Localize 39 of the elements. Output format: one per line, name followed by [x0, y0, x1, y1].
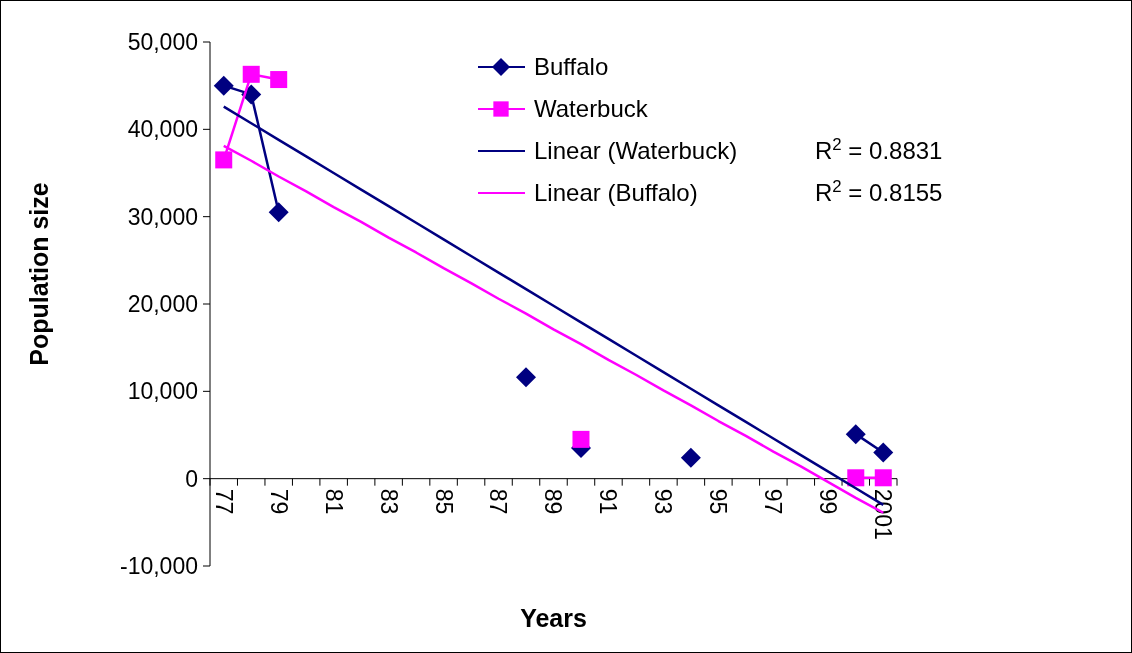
point	[242, 65, 260, 83]
x-tick-label: 87	[485, 488, 512, 515]
point	[270, 71, 288, 89]
x-tick-label: 83	[375, 488, 402, 515]
x-tick-label: 97	[760, 488, 787, 515]
x-tick-label: 77	[210, 488, 237, 515]
y-tick-label: 0	[185, 465, 198, 492]
x-tick-label: 99	[815, 488, 842, 515]
y-tick-label: -10,000	[119, 553, 198, 580]
x-tick-label: 79	[265, 488, 292, 515]
point	[215, 151, 233, 169]
x-tick-label: 93	[650, 488, 677, 515]
y-tick-label: 40,000	[127, 116, 198, 143]
point	[845, 424, 866, 445]
x-tick-label: 95	[705, 488, 732, 515]
annotation: R$^{2}$ = 0.8831	[815, 134, 943, 165]
x-tick-label: 91	[595, 488, 622, 515]
point	[874, 469, 892, 487]
y-tick-label: 20,000	[127, 291, 198, 318]
x-tick-label: 81	[320, 488, 347, 515]
annotation: R$^{2}$ = 0.8155	[815, 176, 943, 207]
y-axis-title: Population size	[25, 182, 53, 366]
legend-label: Waterbuck	[534, 95, 649, 123]
point	[680, 447, 701, 468]
point	[516, 367, 537, 388]
point	[873, 442, 894, 463]
point	[847, 469, 865, 487]
legend-label: Buffalo	[534, 53, 609, 81]
x-tick-label: 89	[540, 488, 567, 515]
legend-label: Linear (Buffalo)	[534, 179, 698, 207]
point	[572, 430, 590, 448]
legend-label: Linear (Waterbuck)	[534, 137, 738, 165]
y-tick-label: 10,000	[127, 378, 198, 405]
x-axis-title: Years	[520, 604, 587, 632]
y-tick-label: 30,000	[127, 203, 198, 230]
y-tick-label: 50,000	[127, 29, 198, 56]
x-tick-label: 85	[430, 488, 457, 515]
point	[268, 202, 289, 223]
point	[213, 75, 234, 96]
